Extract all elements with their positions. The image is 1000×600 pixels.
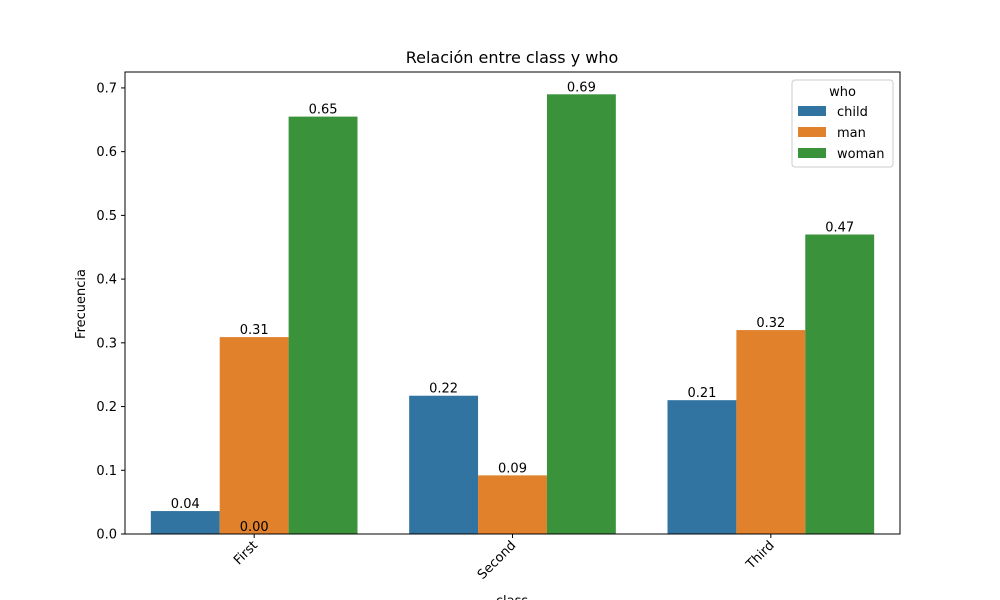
legend-title: who [829,85,856,100]
x-axis-label: class [496,594,528,600]
data-label-woman-second: 0.69 [567,80,596,95]
bar-woman-first [288,116,358,534]
data-label-child-first: 0.04 [171,497,200,512]
bar-man-third [736,330,806,534]
data-label-child-third: 0.21 [687,386,716,401]
y-axis-label: Frecuencia [74,269,89,339]
data-labels-group: 0.04 0.31 0.65 0.22 0.09 0.69 0.21 0.32 0.47 0.00 [171,80,854,535]
data-label-woman-first: 0.65 [309,103,338,118]
bar-man-second [478,475,547,534]
y-tick-label: 0.1 [96,464,117,479]
y-tick-label: 0.4 [96,273,117,288]
y-tick-label: 0.3 [96,336,117,351]
legend-swatch-woman [798,148,826,158]
data-label-man-second: 0.09 [498,461,527,476]
x-tick-label-second: Second [475,538,519,582]
data-label-extra-0: 0.00 [240,520,269,535]
legend: who child man woman [791,79,894,168]
bar-child-third [667,400,737,534]
bar-woman-second [546,94,616,534]
y-tick-label: 0.2 [96,400,117,415]
data-label-man-third: 0.32 [756,316,785,331]
bar-woman-third [805,234,875,534]
bar-child-second [409,395,479,534]
bar-man-first [219,337,289,534]
legend-swatch-man [798,127,826,137]
bar-child-first [150,511,220,534]
legend-label-child: child [837,105,868,120]
y-tick-label: 0.5 [96,209,117,224]
legend-box [791,79,894,168]
bars-group [150,94,875,534]
data-label-woman-third: 0.47 [825,220,854,235]
data-label-child-second: 0.22 [429,382,458,397]
legend-label-man: man [837,126,866,141]
x-tick-label-third: Third [743,538,778,573]
y-tick-label: 0.7 [96,81,117,96]
data-label-man-first: 0.31 [240,323,269,338]
chart-title: Relación entre class y who [406,48,619,67]
y-tick-label: 0.6 [96,145,117,160]
y-tick-label: 0.0 [96,528,117,543]
legend-label-woman: woman [837,147,884,162]
legend-swatch-child [798,106,826,116]
x-tick-label-first: First [231,538,261,568]
